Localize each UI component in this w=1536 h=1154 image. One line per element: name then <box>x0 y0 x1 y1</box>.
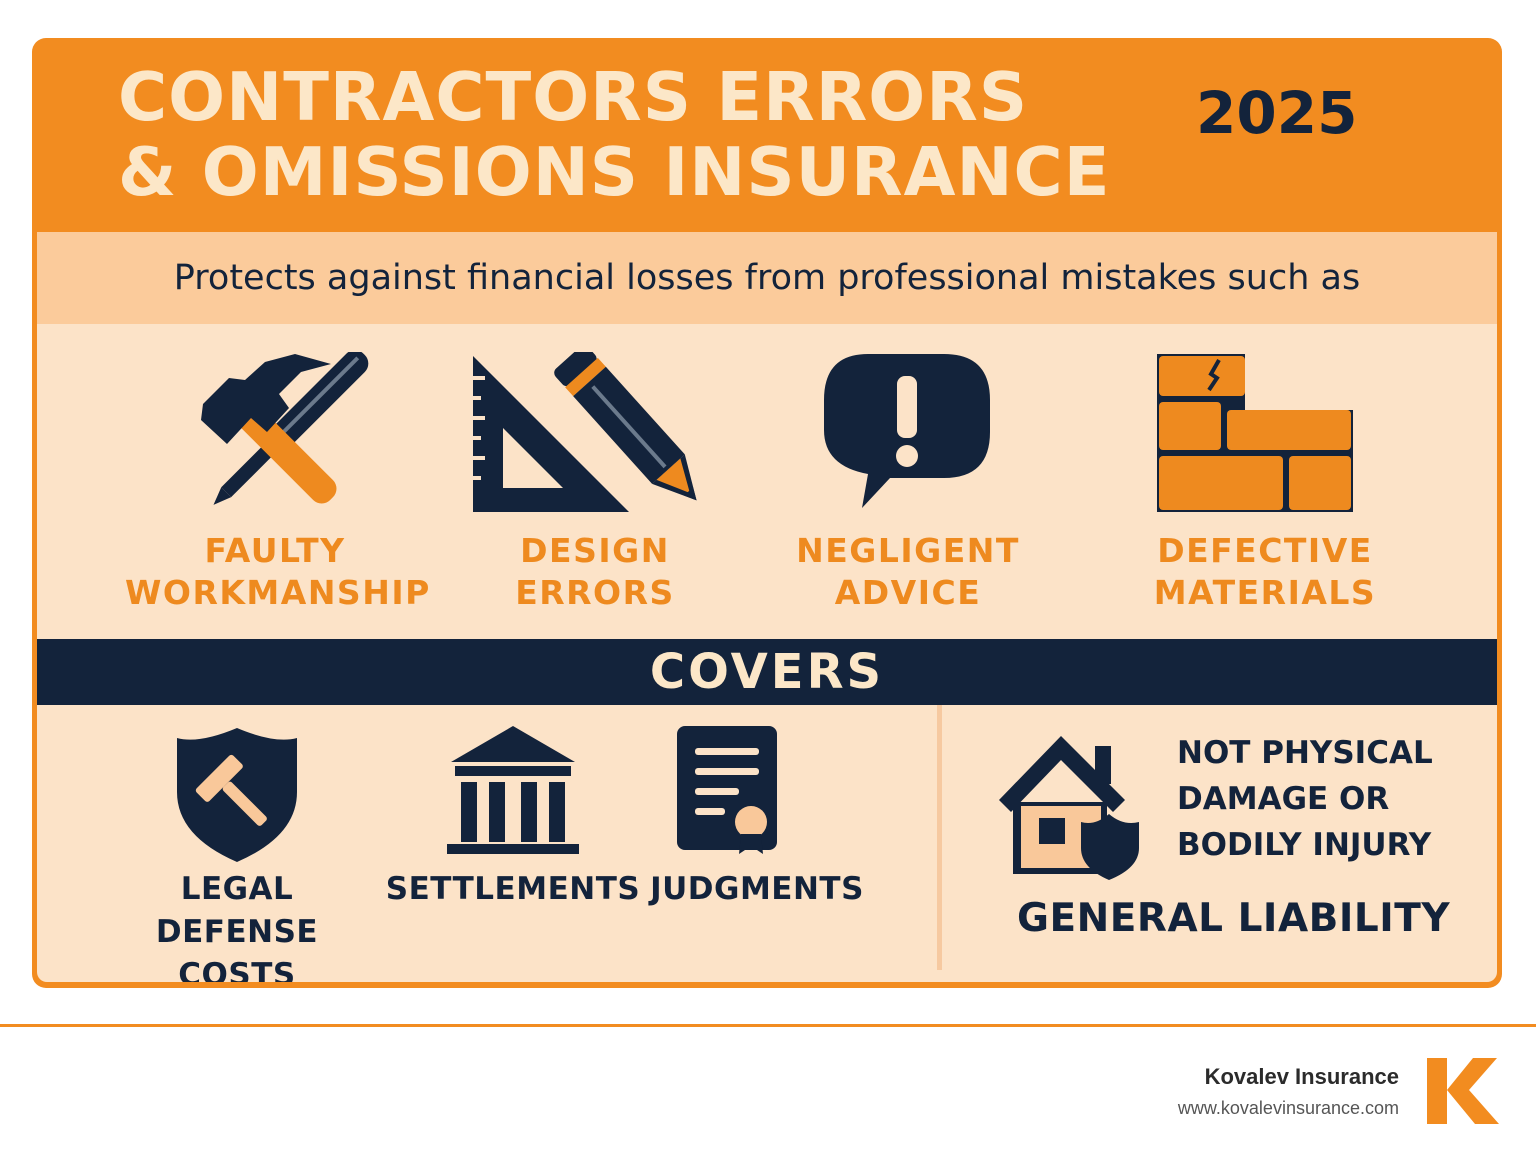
risk-label: FAULTY WORKMANSHIP <box>125 531 431 612</box>
courthouse-icon <box>447 726 579 854</box>
subtitle: Protects against financial losses from p… <box>173 258 1361 298</box>
house-shield-icon <box>999 736 1139 880</box>
subtitle-band <box>37 232 1497 324</box>
triangle-ruler-pencil-icon <box>473 352 697 512</box>
document-seal-icon <box>677 726 777 854</box>
risk-label: NEGLIGENT ADVICE <box>796 531 1020 612</box>
title-line-2: & OMISSIONS INSURANCE <box>118 133 1111 211</box>
footer-divider <box>0 1024 1536 1027</box>
cover-label: JUDGMENTS <box>650 871 864 907</box>
cracked-bricks-icon <box>1157 354 1353 512</box>
risk-item-design-errors: DESIGN ERRORS <box>445 352 745 642</box>
year-label: 2025 <box>1196 79 1358 147</box>
covers-heading: COVERS <box>649 644 885 700</box>
risk-item-defective-materials: DEFECTIVE MATERIALS <box>1115 352 1415 642</box>
title-line-1: CONTRACTORS ERRORS <box>118 58 1029 136</box>
covers-bar: COVERS <box>37 639 1497 705</box>
cover-item-settlements: SETTLEMENTS <box>385 722 641 962</box>
brand-name: Kovalev Insurance <box>1204 1064 1399 1089</box>
content-panel: Protects against financial losses from p… <box>37 232 1497 982</box>
infographic-card: CONTRACTORS ERRORS & OMISSIONS INSURANCE… <box>32 38 1502 988</box>
cover-label: LEGAL DEFENSE COSTS <box>155 871 319 982</box>
general-liability-title: GENERAL LIABILITY <box>1017 896 1451 941</box>
risk-label: DEFECTIVE MATERIALS <box>1153 531 1377 612</box>
cover-label: SETTLEMENTS <box>385 871 641 907</box>
cover-item-legal-defense: LEGAL DEFENSE COSTS <box>107 722 367 982</box>
risk-item-negligent-advice: NEGLIGENT ADVICE <box>758 352 1058 642</box>
brand-url[interactable]: www.kovalevinsurance.com <box>1177 1098 1399 1118</box>
risk-label: DESIGN ERRORS <box>515 531 675 612</box>
shield-gavel-icon <box>177 728 297 862</box>
kovalev-logo-icon <box>1427 1058 1499 1124</box>
hammer-screwdriver-icon <box>201 352 369 505</box>
page-title: CONTRACTORS ERRORS & OMISSIONS INSURANCE <box>118 60 1110 210</box>
risk-item-faulty-workmanship: FAULTY WORKMANSHIP <box>125 352 431 642</box>
cover-item-judgments: JUDGMENTS <box>647 722 867 962</box>
section-divider <box>937 705 942 970</box>
general-liability-note: NOT PHYSICAL DAMAGE OR BODILY INJURY <box>1177 735 1433 863</box>
exclamation-speech-bubble-icon <box>824 354 990 508</box>
